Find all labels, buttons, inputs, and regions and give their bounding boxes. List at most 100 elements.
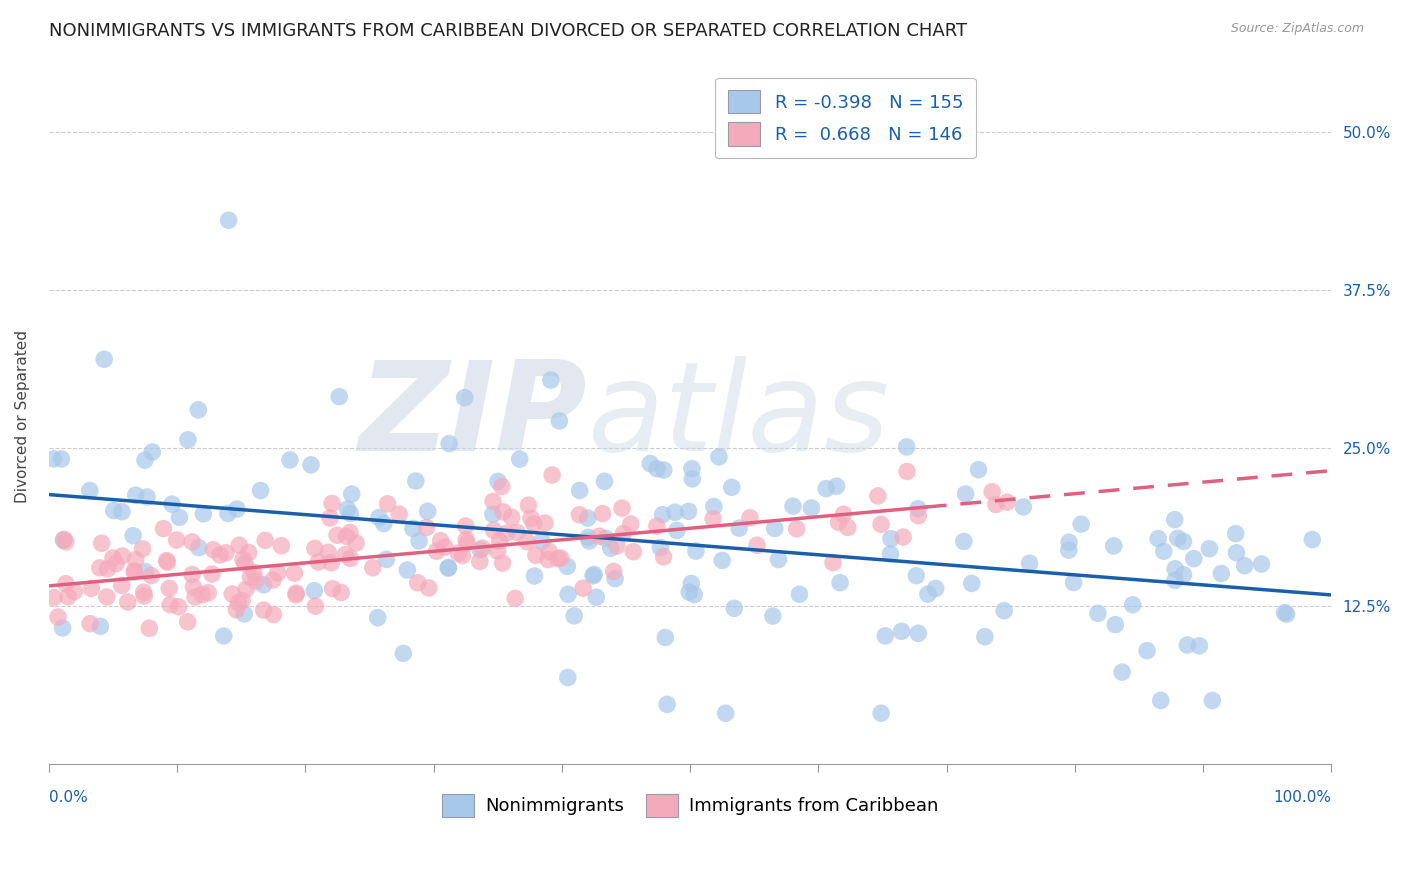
Point [707, 450, 730, 464]
Point [63, 584, 86, 599]
Point [548, 414, 571, 428]
Point [1198, 541, 1220, 556]
Point [585, 590, 607, 604]
Point [56, 590, 79, 604]
Point [96, 562, 118, 576]
Point [254, 533, 277, 548]
Point [231, 594, 253, 608]
Point [375, 552, 398, 566]
Point [762, 609, 785, 624]
Point [326, 528, 349, 542]
Point [232, 552, 254, 566]
Point [335, 548, 357, 562]
Point [610, 501, 633, 516]
Point [562, 608, 585, 623]
Point [602, 565, 624, 579]
Point [516, 534, 538, 549]
Point [160, 497, 183, 511]
Point [215, 546, 238, 560]
Point [330, 585, 353, 599]
Point [870, 517, 893, 532]
Point [568, 483, 591, 498]
Point [177, 433, 200, 447]
Point [1182, 551, 1205, 566]
Point [233, 607, 256, 621]
Point [603, 572, 626, 586]
Point [141, 445, 163, 459]
Point [1167, 531, 1189, 545]
Point [486, 544, 509, 558]
Point [235, 582, 257, 597]
Point [177, 615, 200, 629]
Point [830, 575, 852, 590]
Point [267, 566, 290, 580]
Point [572, 581, 595, 595]
Point [523, 516, 546, 531]
Point [714, 706, 737, 721]
Point [981, 484, 1004, 499]
Point [547, 551, 569, 566]
Point [1063, 575, 1085, 590]
Point [890, 624, 912, 639]
Point [183, 580, 205, 594]
Point [592, 507, 614, 521]
Point [42, 451, 65, 466]
Point [89, 619, 111, 633]
Point [52, 621, 75, 635]
Point [1173, 567, 1195, 582]
Point [111, 549, 134, 563]
Point [202, 542, 225, 557]
Point [492, 505, 515, 519]
Text: ZIP: ZIP [359, 356, 588, 476]
Point [491, 556, 513, 570]
Point [122, 529, 145, 543]
Point [1211, 566, 1233, 581]
Point [832, 508, 855, 522]
Point [593, 475, 616, 489]
Point [416, 504, 439, 518]
Point [973, 630, 995, 644]
Point [1225, 526, 1247, 541]
Point [1150, 693, 1173, 707]
Point [1164, 562, 1187, 576]
Point [96, 590, 118, 604]
Point [335, 529, 357, 543]
Point [408, 533, 430, 548]
Point [193, 507, 215, 521]
Point [537, 552, 560, 566]
Point [212, 629, 235, 643]
Point [321, 496, 343, 510]
Point [550, 551, 572, 566]
Point [1122, 598, 1144, 612]
Point [702, 512, 724, 526]
Point [105, 557, 128, 571]
Point [509, 452, 531, 467]
Point [1225, 546, 1247, 560]
Point [191, 588, 214, 602]
Point [541, 468, 564, 483]
Point [681, 461, 703, 475]
Point [678, 585, 700, 599]
Point [278, 453, 301, 467]
Point [652, 549, 675, 564]
Point [368, 510, 391, 524]
Point [482, 494, 505, 508]
Point [270, 539, 292, 553]
Point [101, 551, 124, 566]
Point [995, 495, 1018, 509]
Point [907, 501, 929, 516]
Point [664, 505, 686, 519]
Point [875, 629, 897, 643]
Point [238, 545, 260, 559]
Point [89, 561, 111, 575]
Point [249, 483, 271, 498]
Point [304, 583, 326, 598]
Point [262, 573, 284, 587]
Point [304, 599, 326, 614]
Point [837, 520, 859, 534]
Point [42, 591, 65, 605]
Point [451, 549, 474, 563]
Point [1102, 539, 1125, 553]
Point [955, 487, 977, 501]
Point [896, 465, 918, 479]
